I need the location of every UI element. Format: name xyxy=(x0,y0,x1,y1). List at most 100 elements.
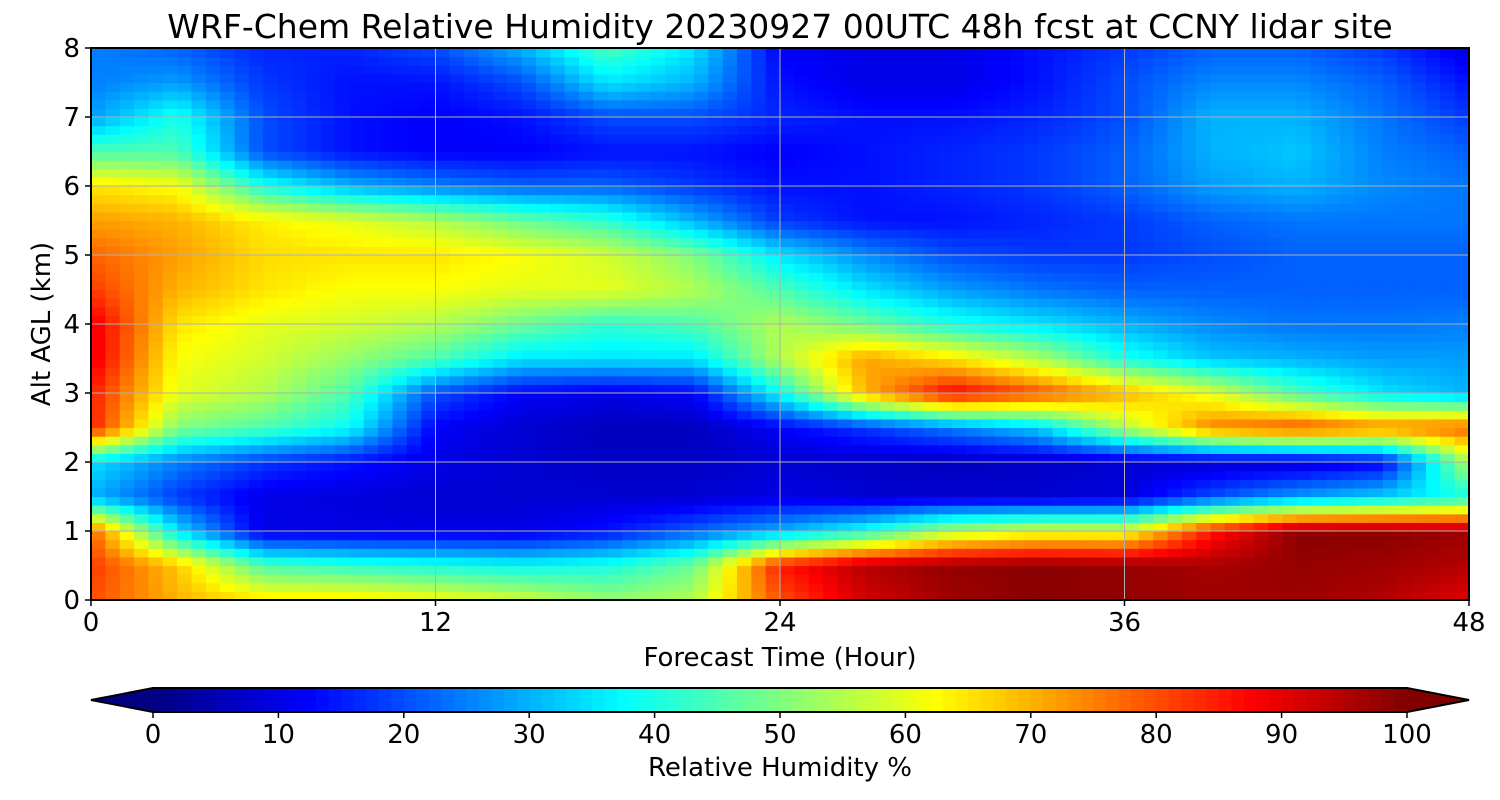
heatmap-cell xyxy=(507,160,523,170)
heatmap-cell xyxy=(507,531,523,541)
heatmap-cell xyxy=(119,246,135,256)
heatmap-cell xyxy=(1368,548,1384,558)
heatmap-cell xyxy=(492,591,508,601)
heatmap-cell xyxy=(363,582,379,592)
heatmap-cell xyxy=(291,211,307,222)
heatmap-cell xyxy=(1224,548,1240,558)
heatmap-cell xyxy=(392,349,408,360)
heatmap-cell xyxy=(808,548,824,558)
heatmap-cell xyxy=(1024,453,1039,463)
heatmap-cell xyxy=(1081,513,1097,523)
heatmap-cell xyxy=(1124,565,1140,575)
heatmap-cell xyxy=(535,401,551,411)
heatmap-cell xyxy=(1009,246,1025,256)
heatmap-cell xyxy=(1397,151,1413,161)
heatmap-cell xyxy=(1239,574,1255,584)
heatmap-cell xyxy=(1368,539,1384,549)
heatmap-cell xyxy=(1239,315,1255,325)
heatmap-cell xyxy=(464,479,480,489)
heatmap-cell xyxy=(923,436,939,446)
heatmap-cell xyxy=(1181,306,1197,316)
heatmap-cell xyxy=(421,531,437,541)
heatmap-cell xyxy=(392,591,408,601)
heatmap-cell xyxy=(693,470,709,480)
heatmap-cell xyxy=(923,384,939,394)
heatmap-cell xyxy=(234,255,250,265)
heatmap-cell xyxy=(937,444,953,454)
heatmap-cell xyxy=(765,289,781,299)
heatmap-cell xyxy=(507,237,523,247)
heatmap-cell xyxy=(1239,496,1255,506)
heatmap-cell xyxy=(679,298,695,308)
heatmap-cell xyxy=(1311,177,1327,187)
heatmap-cell xyxy=(1181,298,1197,308)
heatmap-cell xyxy=(1138,410,1154,420)
heatmap-cell xyxy=(1253,263,1269,273)
heatmap-cell xyxy=(550,203,566,213)
heatmap-cell xyxy=(1052,263,1068,273)
heatmap-cell xyxy=(579,315,594,325)
heatmap-cell xyxy=(421,574,437,584)
heatmap-cell xyxy=(148,332,164,342)
heatmap-cell xyxy=(1081,453,1097,463)
heatmap-cell xyxy=(880,341,896,351)
heatmap-cell xyxy=(708,539,724,549)
heatmap-cell xyxy=(1239,358,1255,368)
heatmap-cell xyxy=(1081,522,1097,532)
heatmap-cell xyxy=(1095,211,1111,222)
heatmap-cell xyxy=(406,289,422,299)
heatmap-cell xyxy=(980,539,996,549)
heatmap-cell xyxy=(1296,349,1312,360)
heatmap-cell xyxy=(263,332,279,342)
heatmap-cell xyxy=(1210,211,1226,222)
heatmap-cell xyxy=(622,531,638,541)
heatmap-cell xyxy=(851,479,867,489)
heatmap-cell xyxy=(693,168,709,178)
heatmap-cell xyxy=(952,401,968,411)
heatmap-cell xyxy=(1124,298,1140,308)
heatmap-cell xyxy=(1368,522,1384,532)
heatmap-cell xyxy=(1296,522,1312,532)
heatmap-cell xyxy=(808,591,824,601)
heatmap-cell xyxy=(1110,229,1126,239)
heatmap-cell xyxy=(1368,565,1384,575)
heatmap-cell xyxy=(335,496,350,506)
heatmap-cell xyxy=(593,375,609,385)
heatmap-cell xyxy=(636,229,652,239)
heatmap-cell xyxy=(1454,470,1470,480)
heatmap-cell xyxy=(679,479,695,489)
heatmap-cell xyxy=(1282,151,1298,161)
heatmap-cell xyxy=(607,565,623,575)
heatmap-cell xyxy=(1425,470,1441,480)
heatmap-cell xyxy=(1138,427,1154,437)
heatmap-cell xyxy=(1296,574,1312,584)
heatmap-cell xyxy=(708,453,724,463)
heatmap-cell xyxy=(1153,436,1169,446)
heatmap-cell xyxy=(1253,220,1269,230)
heatmap-cell xyxy=(421,203,437,213)
heatmap-cell xyxy=(1268,531,1283,541)
heatmap-cell xyxy=(1110,237,1126,247)
heatmap-cell xyxy=(1253,470,1269,480)
heatmap-cell xyxy=(1354,591,1370,601)
heatmap-cell xyxy=(851,203,867,213)
heatmap-cell xyxy=(320,436,336,446)
heatmap-cell xyxy=(808,298,824,308)
heatmap-cell xyxy=(679,505,695,515)
heatmap-cell xyxy=(1311,539,1327,549)
heatmap-cell xyxy=(579,298,594,308)
heatmap-cell xyxy=(1024,487,1039,498)
heatmap-cell xyxy=(550,255,566,265)
heatmap-cell xyxy=(1210,177,1226,187)
heatmap-cell xyxy=(449,263,465,273)
heatmap-cell xyxy=(492,556,508,567)
heatmap-cell xyxy=(1282,229,1298,239)
heatmap-cell xyxy=(363,393,379,403)
heatmap-cell xyxy=(263,462,279,472)
heatmap-cell xyxy=(866,556,882,567)
heatmap-cell xyxy=(1239,306,1255,316)
heatmap-cell xyxy=(1110,574,1126,584)
heatmap-cell xyxy=(1052,255,1068,265)
heatmap-cell xyxy=(880,272,896,282)
heatmap-cell xyxy=(1282,177,1298,187)
